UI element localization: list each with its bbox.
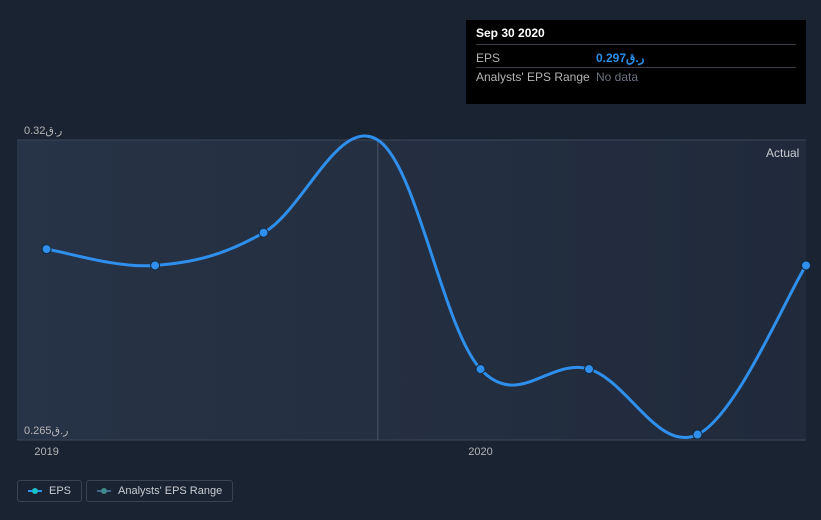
- actual-region-label: Actual: [766, 146, 799, 160]
- y-axis-tick-label: ر.ق0.265: [24, 424, 68, 437]
- x-axis-tick-label: 2019: [34, 446, 58, 458]
- eps-line-chart[interactable]: [0, 0, 821, 520]
- legend-item-label: EPS: [49, 485, 71, 497]
- chart-container: Sep 30 2020 EPSر.ق0.297Analysts' EPS Ran…: [0, 0, 821, 520]
- legend-swatch-icon: [97, 487, 111, 495]
- chart-legend: EPS Analysts' EPS Range: [17, 480, 233, 502]
- legend-item[interactable]: Analysts' EPS Range: [86, 480, 233, 502]
- legend-item-label: Analysts' EPS Range: [118, 485, 222, 497]
- y-axis-tick-label: ر.ق0.32: [24, 124, 62, 137]
- x-axis-tick-label: 2020: [468, 446, 492, 458]
- legend-item[interactable]: EPS: [17, 480, 82, 502]
- legend-swatch-icon: [28, 487, 42, 495]
